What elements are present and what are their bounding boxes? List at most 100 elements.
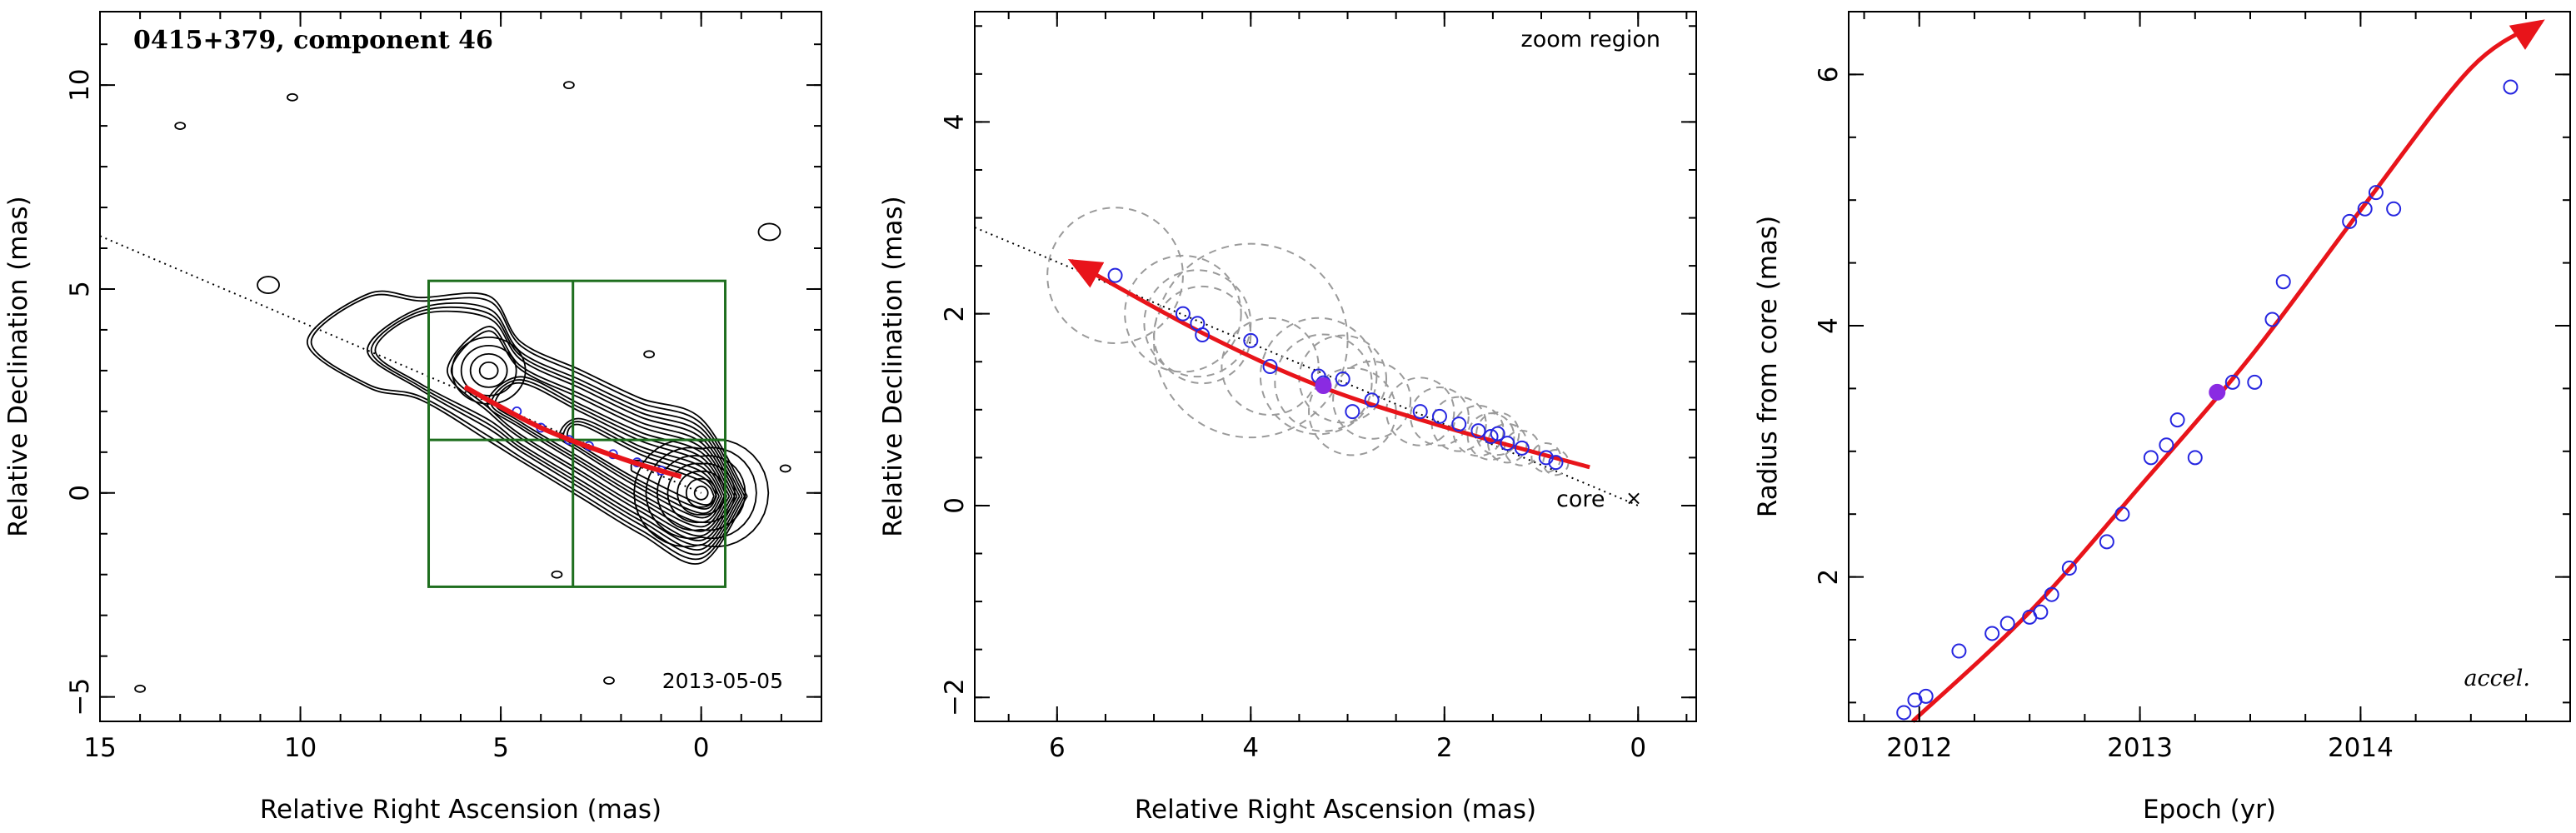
epoch-point	[2275, 274, 2291, 290]
x-axis-label: Relative Right Ascension (mas)	[260, 795, 661, 825]
epoch-point	[2386, 201, 2402, 217]
contour-blob	[643, 350, 656, 359]
acceleration-fit	[1911, 19, 2545, 723]
component-point	[1451, 416, 1467, 432]
epoch-point	[2061, 561, 2077, 576]
component-size-circle	[1046, 207, 1184, 344]
y-tick-label: −5	[65, 678, 95, 716]
component-point	[1195, 327, 1211, 343]
fit-label: accel.	[2464, 666, 2530, 691]
core-contour	[666, 462, 736, 524]
epoch-point	[2224, 374, 2240, 390]
epoch-point	[1984, 626, 2000, 641]
core-label: core	[1556, 486, 1605, 512]
contour-blob	[563, 81, 575, 90]
knot-contour	[451, 336, 527, 405]
epoch-point	[2368, 185, 2384, 201]
y-ticks: −2 0 2 4	[940, 25, 1696, 716]
distance-panel: 2012 2013 2014 2 4 6 accel. Epoch (yr) Radiu…	[1753, 11, 2571, 825]
plot-frame	[974, 11, 1697, 722]
y-tick-label: 6	[1814, 67, 1844, 83]
x-tick-label: 5	[492, 733, 509, 763]
core-marker: ×	[1625, 486, 1642, 510]
component-size-circle	[1143, 269, 1252, 378]
contour-level	[310, 293, 746, 561]
plot-frame	[99, 11, 822, 722]
component-point	[1262, 359, 1278, 374]
component-point	[1500, 436, 1515, 451]
knot-contour	[460, 344, 517, 397]
component-size-circle	[1466, 412, 1515, 461]
component-point	[1538, 450, 1554, 466]
current-epoch-point	[1315, 377, 1332, 395]
image-panel: 15 10 5 0 −5 0 5 10 0415+379, component 46 201…	[3, 11, 822, 825]
trajectory-curve	[463, 384, 682, 480]
epoch-point	[2143, 450, 2159, 466]
component-size-circle	[1385, 377, 1455, 446]
x-axis-label: Epoch (yr)	[2143, 795, 2276, 825]
core-contour	[633, 438, 770, 548]
jet-axis-line	[99, 235, 702, 494]
y-tick-label: 5	[65, 281, 95, 297]
core-contour	[656, 455, 746, 531]
y-tick-label: 0	[65, 485, 95, 501]
epoch-point	[1999, 616, 2015, 631]
component-point	[1470, 423, 1486, 439]
component-size-circle	[1410, 386, 1470, 446]
contour-level	[374, 310, 738, 546]
zoom-panel: 6 4 2 0 −2 0 2 4 zoom region core × Relative R…	[878, 11, 1697, 825]
component-point	[1364, 392, 1380, 408]
component-size-circle	[1503, 429, 1540, 466]
y-tick-label: 4	[940, 114, 970, 131]
epoch-point	[1907, 692, 1923, 708]
epoch-point	[1896, 705, 1912, 721]
epoch-point	[2033, 604, 2049, 620]
contour-blob	[551, 570, 563, 579]
component-size-circle	[1124, 254, 1242, 373]
x-ticks: 15 10 5 0	[83, 12, 822, 763]
image-trajectory	[463, 384, 682, 480]
y-tick-label: −2	[940, 678, 970, 716]
jet-axis	[99, 235, 702, 494]
core-contour	[676, 470, 726, 516]
jet-axis	[974, 227, 1639, 506]
epoch-point	[1951, 643, 1967, 659]
zoom-trajectory	[1067, 258, 1590, 470]
y-axis-label: Relative Declination (mas)	[3, 196, 33, 537]
component-size-circle	[1259, 317, 1378, 436]
contour-blob	[287, 92, 298, 102]
y-ticks: 2 4 6	[1814, 11, 2570, 704]
epoch-point	[2159, 437, 2174, 453]
x-axis-label: Relative Right Ascension (mas)	[1135, 795, 1536, 825]
component-point	[1548, 455, 1564, 471]
y-tick-label: 2	[1814, 569, 1844, 586]
component-point	[1514, 440, 1530, 456]
contour-map	[134, 81, 791, 693]
x-tick-label: 4	[1242, 733, 1259, 763]
trajectory-curve	[1067, 258, 1590, 470]
component-point	[1483, 429, 1499, 445]
y-axis-label: Relative Declination (mas)	[878, 196, 908, 537]
x-ticks: 2012 2013 2014	[1863, 12, 2528, 763]
x-tick-label: 2013	[2107, 733, 2173, 763]
contour-blob	[603, 676, 615, 685]
zoom-region-label: zoom region	[1521, 27, 1660, 52]
component-point	[1243, 332, 1259, 348]
component-point	[1412, 404, 1428, 420]
epoch-point	[2247, 374, 2263, 390]
component-size-circle	[1274, 333, 1373, 432]
contour-level	[630, 459, 715, 506]
epoch-point	[2264, 312, 2280, 327]
contour-level	[306, 290, 748, 565]
component-point	[1175, 306, 1191, 322]
contour-blob	[257, 276, 280, 294]
contour-level	[370, 306, 741, 551]
component-size-circle	[1221, 317, 1320, 416]
y-ticks: −5 0 5 10	[65, 43, 821, 716]
core-contour	[685, 477, 717, 508]
epoch-point	[2169, 412, 2185, 428]
size-circles	[1046, 207, 1570, 476]
y-axis-label: Radius from core (mas)	[1753, 216, 1783, 517]
component-size-circle	[1153, 242, 1349, 439]
